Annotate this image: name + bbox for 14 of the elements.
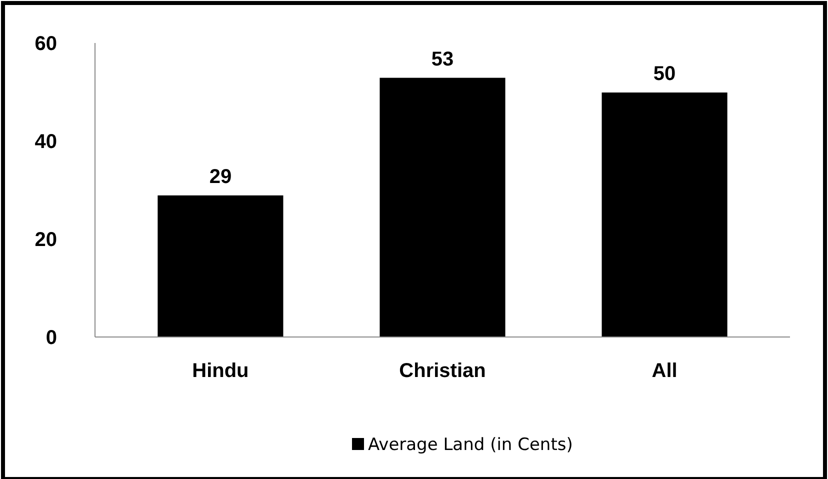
y-tick-label: 20 [34, 229, 57, 251]
x-tick-label: All [652, 360, 678, 382]
y-tick-label: 40 [34, 131, 57, 153]
bar [378, 76, 506, 338]
legend-label: Average Land (in Cents) [368, 434, 573, 455]
y-tick-label: 0 [46, 327, 57, 349]
bar [600, 92, 728, 338]
data-label: 50 [653, 63, 676, 85]
x-tick-label: Christian [399, 360, 486, 382]
data-label: 53 [431, 48, 454, 70]
x-tick-label: Hindu [192, 360, 249, 382]
y-tick-label: 60 [34, 33, 57, 55]
data-label: 29 [209, 166, 232, 188]
bar [156, 194, 284, 338]
